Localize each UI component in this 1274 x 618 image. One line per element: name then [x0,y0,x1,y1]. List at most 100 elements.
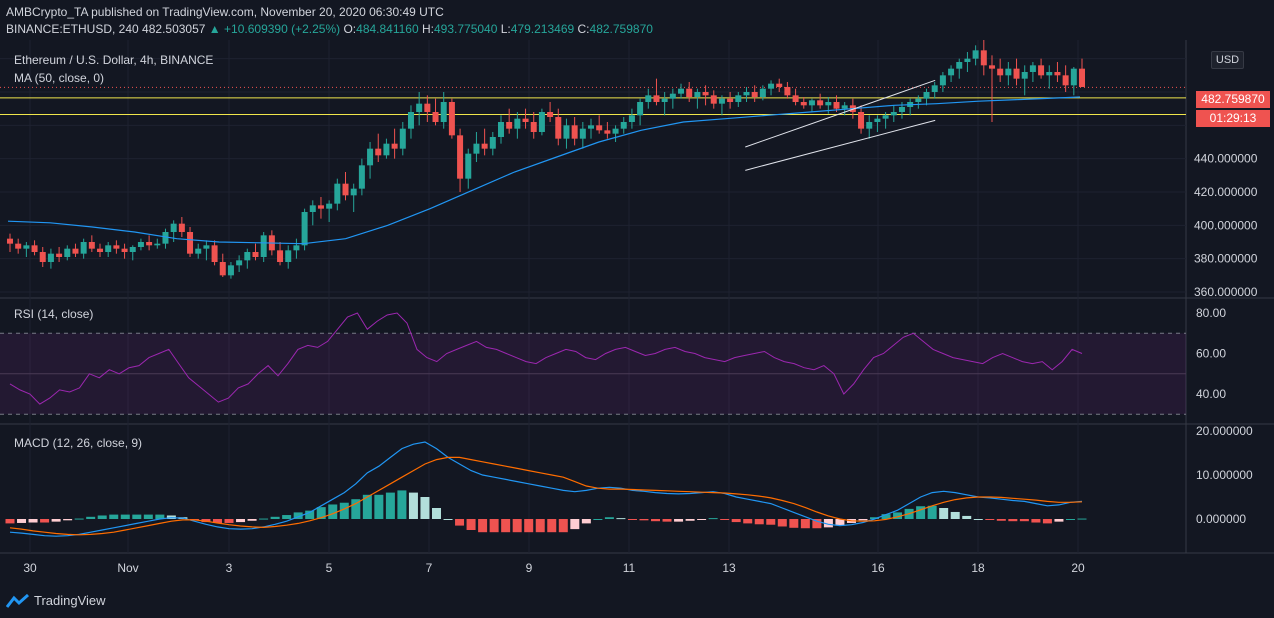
macd-histogram-bar [777,519,787,527]
candle-body [792,95,799,102]
macd-histogram-bar [455,519,465,526]
macd-histogram-bar [524,519,534,533]
macd-legend[interactable]: MACD (12, 26, close, 9) [14,436,143,450]
candle-body [146,242,153,246]
candle-body [252,252,259,257]
macd-histogram-bar [293,512,303,519]
ma50-line [7,96,1081,245]
macd-histogram-bar [731,519,741,523]
candle-body [15,243,22,249]
candle-body [195,248,202,254]
macd-histogram-bar [627,519,637,520]
candle-body [898,107,905,112]
price-tick-label: 380.000000 [1194,252,1258,266]
candle-body [309,205,316,212]
macd-histogram-bar [651,519,661,522]
candle-body [342,183,349,196]
footer [0,586,1274,618]
candle-body [170,223,177,232]
ohlc-open: 484.841160 [356,22,419,36]
chart-area[interactable]: 5 20.000000 440.000000 420.000000 400.000000… [0,40,1274,586]
macd-histogram-bar [927,505,937,519]
candle-body [571,125,578,139]
candle-body [931,85,938,92]
candle-body [538,112,545,132]
macd-histogram-bar [766,519,776,525]
ohlc-close-label: C: [577,22,590,36]
macd-histogram-bar [397,490,407,519]
candle-body [1005,68,1012,76]
candle-body [1013,68,1020,79]
candle-body [628,115,635,122]
ma-legend[interactable]: MA (50, close, 0) [14,71,105,85]
candle-body [39,252,46,262]
candle-body [448,102,455,136]
rsi-legend[interactable]: RSI (14, close) [14,307,94,321]
time-axis-label: 16 [871,561,885,575]
candle-body [64,248,71,257]
macd-histogram-bar [823,519,833,528]
candle-body [334,183,341,204]
macd-histogram-bar [247,519,257,521]
macd-tick-label: 0.000000 [1196,512,1246,526]
macd-histogram-bar [120,514,130,519]
macd-histogram-bar [97,515,107,519]
macd-histogram-bar [466,519,476,530]
candle-body [227,265,234,276]
macd-histogram-bar [385,492,395,519]
candle-body [293,245,300,251]
rsi-line [9,312,1083,405]
candle-body [277,250,284,262]
candle-body [1021,72,1028,79]
ohlc-high: 493.775040 [434,22,498,36]
symbol-name[interactable]: BINANCE:ETHUSD, 240 [6,22,139,36]
candle-body [890,112,897,116]
main-series-legend[interactable]: Ethereum / U.S. Dollar, 4h, BINANCE [14,53,214,67]
candle-body [923,92,930,99]
tradingview-logo[interactable]: TradingView [6,593,106,608]
macd-histogram-bar [431,508,441,519]
candle-body [7,238,13,244]
candle-body [236,260,243,266]
macd-histogram-bar [478,519,488,533]
candle-body [88,242,95,249]
candle-body [219,262,226,276]
symbol-info-line: BINANCE:ETHUSD, 240 482.503057 ▲ +10.609… [6,22,653,36]
currency-button[interactable]: USD [1211,51,1244,69]
rsi-tick-label: 60.00 [1196,347,1226,361]
price-change: +10.609390 (+2.25%) [224,22,341,36]
candle-body [187,232,194,254]
time-axis-label: 9 [526,561,533,575]
candle-body [416,103,423,112]
candle-body [972,50,979,59]
candle-body [162,232,169,244]
time-axis-label: 5 [326,561,333,575]
candle-body [506,122,513,129]
candle-body [326,203,333,209]
macd-histogram-bar [812,519,822,529]
macd-histogram-bar [1077,518,1087,520]
candle-body [80,242,87,254]
candle-body [645,95,652,102]
candle-body [948,68,955,76]
macd-histogram-bar [593,519,603,520]
macd-histogram-bar [985,519,995,520]
macd-histogram-bar [339,502,349,519]
macd-histogram-bar [351,499,361,519]
candle-body [800,102,807,106]
macd-histogram-bar [270,516,280,519]
rsi-tick-label: 80.00 [1196,306,1226,320]
candle-body [105,245,112,252]
candle-body [1046,72,1053,76]
macd-histogram-bar [858,519,868,521]
macd-histogram-bar [789,519,799,528]
macd-histogram-bar [1065,519,1075,520]
candle-body [497,122,504,137]
candle-body [964,58,971,62]
candle-body [154,243,161,246]
publisher-line: AMBCrypto_TA published on TradingView.co… [6,5,444,19]
candle-body [882,115,889,119]
candle-body [669,93,676,99]
macd-histogram-bar [697,519,707,520]
triangle-up-icon: ▲ [208,22,221,36]
